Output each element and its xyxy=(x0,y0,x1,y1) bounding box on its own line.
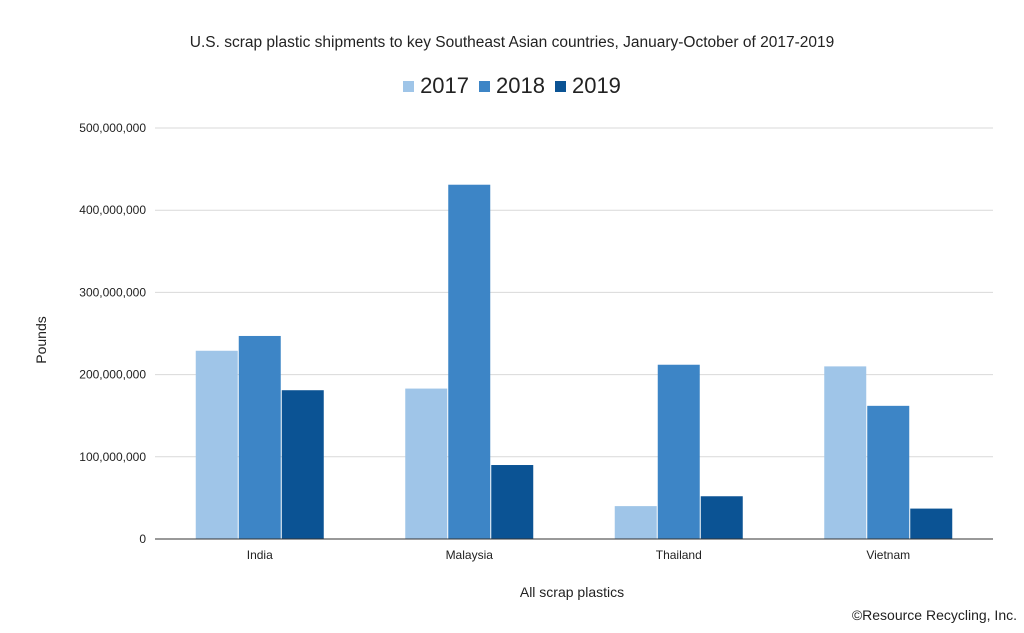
bar-2017-india xyxy=(195,350,238,539)
y-tick-label: 0 xyxy=(139,532,146,546)
legend-swatch-2018 xyxy=(479,80,491,92)
y-axis-label: Pounds xyxy=(33,316,49,364)
legend-swatch-2019 xyxy=(554,80,566,92)
legend-label-2018: 2018 xyxy=(496,73,545,98)
x-tick-label: India xyxy=(247,548,273,562)
bar-2018-india xyxy=(238,335,281,539)
bar-2018-thailand xyxy=(657,364,700,539)
legend-label-2017: 2017 xyxy=(420,73,470,98)
legend-swatch-2017 xyxy=(403,80,415,92)
y-tick-label: 300,000,000 xyxy=(79,285,146,299)
credit-text: ©Resource Recycling, Inc. xyxy=(851,607,1017,623)
y-tick-label: 500,000,000 xyxy=(79,121,146,135)
y-tick-label: 200,000,000 xyxy=(79,368,146,382)
bar-2018-malaysia xyxy=(448,184,491,539)
bar-2018-vietnam xyxy=(867,405,910,539)
legend-item-2017: 2017 xyxy=(403,73,469,99)
y-tick-label: 100,000,000 xyxy=(79,450,146,464)
bar-2019-malaysia xyxy=(491,465,534,539)
x-tick-label: Thailand xyxy=(656,548,702,562)
legend-item-2018: 2018 xyxy=(479,73,545,99)
bar-2017-thailand xyxy=(614,506,657,539)
bar-2019-india xyxy=(281,390,324,539)
y-tick-label: 400,000,000 xyxy=(79,203,146,217)
x-tick-label: Vietnam xyxy=(866,548,910,562)
bar-2019-vietnam xyxy=(910,508,953,539)
legend-label-2019: 2019 xyxy=(571,73,621,98)
bar-2017-vietnam xyxy=(824,366,867,539)
bar-2019-thailand xyxy=(700,496,743,539)
legend-item-2019: 2019 xyxy=(554,73,621,99)
legend: 2017 2018 2019 xyxy=(0,73,1024,99)
x-axis-label: All scrap plastics xyxy=(519,584,625,600)
chart-title: U.S. scrap plastic shipments to key Sout… xyxy=(189,34,835,51)
bar-2017-malaysia xyxy=(405,388,448,539)
x-tick-label: Malaysia xyxy=(446,548,494,562)
